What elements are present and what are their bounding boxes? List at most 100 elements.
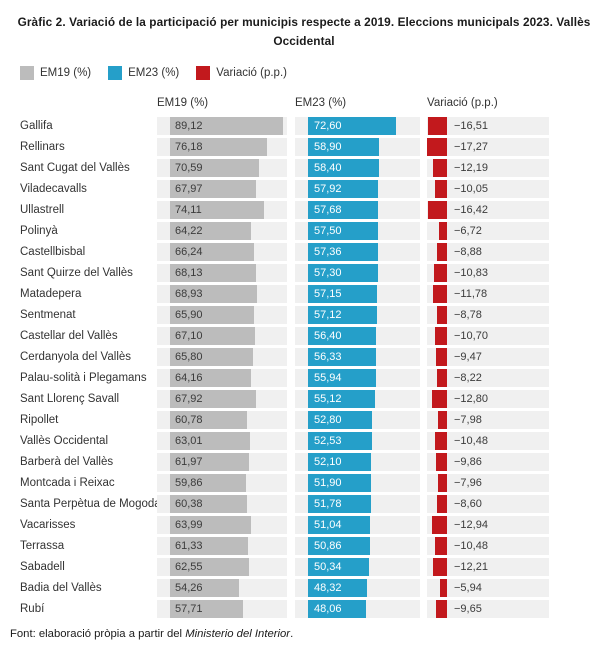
variacio-bar <box>432 389 447 408</box>
variacio-track: −9,65 <box>427 599 549 618</box>
em23-bar <box>308 200 378 219</box>
variacio-value: −12,19 <box>454 161 488 174</box>
table-row: Ripollet 60,78 52,80 −7,98 <box>20 409 608 430</box>
variacio-value: −12,94 <box>454 518 488 531</box>
table-row: Matadepera 68,93 57,15 −11,78 <box>20 283 608 304</box>
em19-value: 68,93 <box>175 287 203 300</box>
em23-bar <box>308 158 379 177</box>
variacio-value: −8,22 <box>454 371 482 384</box>
em23-bar <box>308 368 376 387</box>
variacio-bar <box>436 242 447 261</box>
em23-track: 52,53 <box>295 431 420 450</box>
em19-value: 66,24 <box>175 245 203 258</box>
em19-value: 74,11 <box>175 203 202 216</box>
legend-label: Variació (p.p.) <box>216 67 287 79</box>
em23-bar <box>308 137 380 156</box>
table-row: Vallès Occidental 63,01 52,53 −10,48 <box>20 430 608 451</box>
column-header-em19: EM19 (%) <box>157 97 209 109</box>
variacio-track: −7,96 <box>427 473 549 492</box>
column-header-em23: EM23 (%) <box>295 97 347 109</box>
em19-track: 68,13 <box>157 263 287 282</box>
variacio-track: −17,27 <box>427 137 549 156</box>
table-row: Vacarisses 63,99 51,04 −12,94 <box>20 514 608 535</box>
legend-label: EM19 (%) <box>40 67 92 79</box>
em23-bar <box>308 242 378 261</box>
em19-bar <box>170 431 250 450</box>
em23-value: 51,90 <box>314 476 342 489</box>
variacio-track: −8,60 <box>427 494 549 513</box>
em23-track: 51,04 <box>295 515 420 534</box>
em19-track: 63,01 <box>157 431 287 450</box>
em19-value: 61,33 <box>175 539 203 552</box>
em19-bar <box>170 116 283 135</box>
legend-item-2: Variació (p.p.) <box>196 66 287 80</box>
em23-value: 52,10 <box>314 455 342 468</box>
em23-value: 50,86 <box>314 539 342 552</box>
municipality-label: Ripollet <box>20 413 59 426</box>
em19-track: 64,22 <box>157 221 287 240</box>
em19-value: 76,18 <box>175 140 203 153</box>
em19-track: 76,18 <box>157 137 287 156</box>
em23-value: 57,50 <box>314 224 342 237</box>
em19-track: 54,26 <box>157 578 287 597</box>
em19-value: 60,78 <box>175 413 203 426</box>
table-row: Badia del Vallès 54,26 48,32 −5,94 <box>20 577 608 598</box>
em23-value: 51,78 <box>314 497 342 510</box>
em19-value: 64,22 <box>175 224 203 237</box>
em19-track: 61,97 <box>157 452 287 471</box>
em23-value: 57,30 <box>314 266 342 279</box>
em23-bar <box>308 179 379 198</box>
variacio-bar <box>435 452 447 471</box>
em23-track: 57,30 <box>295 263 420 282</box>
em23-bar <box>308 305 378 324</box>
em23-bar <box>308 494 371 513</box>
em19-bar <box>170 305 254 324</box>
variacio-bar <box>435 179 447 198</box>
chart-title-line-1: Gràfic 2. Variació de la participació pe… <box>17 15 591 29</box>
em23-track: 48,32 <box>295 578 420 597</box>
variacio-value: −9,47 <box>454 350 482 363</box>
em19-bar <box>170 599 244 618</box>
em23-track: 57,12 <box>295 305 420 324</box>
variacio-track: −8,88 <box>427 242 549 261</box>
variacio-track: −7,98 <box>427 410 549 429</box>
em23-bar <box>308 347 377 366</box>
em19-value: 61,97 <box>175 455 203 468</box>
variacio-value: −5,94 <box>454 581 482 594</box>
legend-swatch-icon <box>20 66 34 80</box>
em23-track: 52,80 <box>295 410 420 429</box>
municipality-label: Gallifa <box>20 119 53 132</box>
em23-value: 48,06 <box>314 602 342 615</box>
em23-track: 57,36 <box>295 242 420 261</box>
em19-bar <box>170 452 249 471</box>
em19-bar <box>170 326 256 345</box>
em19-track: 68,93 <box>157 284 287 303</box>
variacio-value: −12,21 <box>454 560 488 573</box>
variacio-bar <box>436 305 447 324</box>
municipality-label: Rellinars <box>20 140 65 153</box>
em19-track: 65,80 <box>157 347 287 366</box>
variacio-track: −10,48 <box>427 536 549 555</box>
em19-bar <box>170 200 264 219</box>
em19-value: 57,71 <box>175 602 203 615</box>
em23-bar <box>308 473 371 492</box>
variacio-value: −7,98 <box>454 413 482 426</box>
em19-value: 70,59 <box>175 161 203 174</box>
table-row: Sentmenat 65,90 57,12 −8,78 <box>20 304 608 325</box>
variacio-track: −10,83 <box>427 263 549 282</box>
table-row: Sabadell 62,55 50,34 −12,21 <box>20 556 608 577</box>
em19-value: 68,13 <box>175 266 203 279</box>
variacio-value: −10,48 <box>454 434 488 447</box>
table-row: Viladecavalls 67,97 57,92 −10,05 <box>20 178 608 199</box>
em19-bar <box>170 494 247 513</box>
em23-value: 56,33 <box>314 350 342 363</box>
table-row: Cerdanyola del Vallès 65,80 56,33 −9,47 <box>20 346 608 367</box>
table-row: Santa Perpètua de Mogoda 60,38 51,78 −8,60 <box>20 493 608 514</box>
table-row: Castellar del Vallès 67,10 56,40 −10,70 <box>20 325 608 346</box>
municipality-label: Barberà del Vallès <box>20 455 114 468</box>
variacio-bar <box>434 431 447 450</box>
variacio-value: −10,83 <box>454 266 488 279</box>
em19-bar <box>170 515 252 534</box>
table-row: Terrassa 61,33 50,86 −10,48 <box>20 535 608 556</box>
variacio-track: −9,86 <box>427 452 549 471</box>
